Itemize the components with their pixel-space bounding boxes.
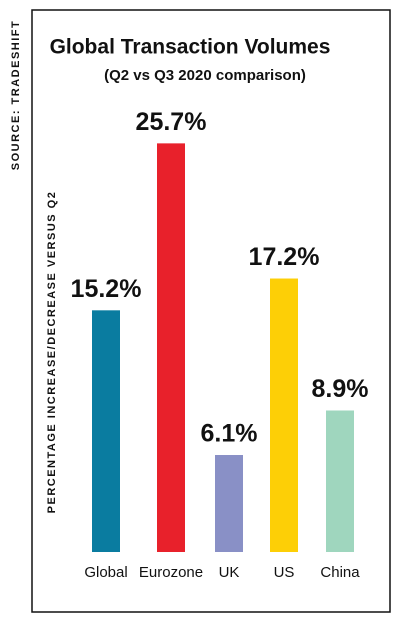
bar <box>215 455 243 552</box>
bar <box>157 143 185 552</box>
x-tick-label: US <box>274 564 295 581</box>
x-tick-label: China <box>320 564 360 581</box>
chart-subtitle: (Q2 vs Q3 2020 comparison) <box>104 67 306 84</box>
source: SOURCE: TRADESHIFT <box>10 20 22 170</box>
value-label: 17.2% <box>249 243 320 271</box>
bar <box>92 310 120 552</box>
value-label: 25.7% <box>136 108 207 136</box>
value-label: 8.9% <box>312 375 369 403</box>
bar <box>326 410 354 552</box>
x-tick-label: UK <box>219 564 240 581</box>
x-tick-label: Eurozone <box>139 564 203 581</box>
value-label: 6.1% <box>201 420 258 448</box>
frame <box>31 9 391 613</box>
y-axis-label: PERCENTAGE INCREASE/DECREASE VERSUS Q2 <box>46 191 58 514</box>
x-tick-label: Global <box>84 564 127 581</box>
chart-title: Global Transaction Volumes <box>50 36 331 59</box>
value-label: 15.2% <box>71 275 142 303</box>
bar <box>270 278 298 552</box>
